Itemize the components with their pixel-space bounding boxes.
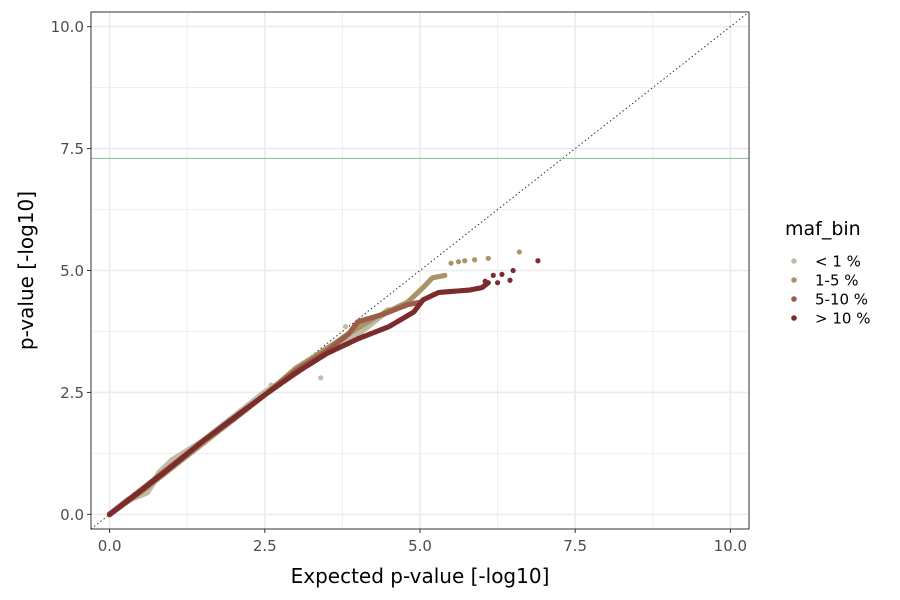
data-point bbox=[516, 249, 522, 255]
data-point bbox=[507, 277, 513, 283]
data-point bbox=[535, 258, 541, 264]
y-tick-label: 5.0 bbox=[60, 262, 84, 280]
data-point bbox=[482, 278, 488, 284]
y-tick-label: 0.0 bbox=[60, 506, 84, 524]
legend-title: maf_bin bbox=[785, 218, 861, 240]
y-axis-title: p-value [-log10] bbox=[14, 191, 38, 350]
legend-key bbox=[791, 315, 797, 321]
series-4 bbox=[107, 258, 541, 517]
data-point bbox=[318, 375, 324, 381]
data-point bbox=[442, 272, 448, 278]
data-points bbox=[106, 249, 541, 518]
legend: maf_bin < 1 %1-5 %5-10 %> 10 % bbox=[785, 218, 870, 328]
x-tick-label: 10.0 bbox=[714, 537, 747, 555]
y-tick-label: 2.5 bbox=[60, 384, 84, 402]
y-tick-label: 10.0 bbox=[51, 18, 84, 36]
y-tick-label: 7.5 bbox=[60, 140, 84, 158]
x-tick-label: 7.5 bbox=[563, 537, 587, 555]
x-axis-title: Expected p-value [-log10] bbox=[291, 564, 550, 588]
x-tick-label: 5.0 bbox=[408, 537, 432, 555]
data-point bbox=[455, 259, 462, 265]
legend-key bbox=[791, 296, 797, 302]
data-point bbox=[490, 272, 496, 278]
data-point bbox=[342, 323, 349, 330]
reference-lines bbox=[90, 11, 750, 530]
x-tick-label: 0.0 bbox=[98, 537, 122, 555]
data-point bbox=[448, 260, 454, 266]
legend-label: > 10 % bbox=[815, 310, 870, 328]
x-tick-label: 2.5 bbox=[253, 537, 277, 555]
data-point bbox=[472, 257, 478, 263]
legend-key bbox=[791, 277, 797, 283]
grid-lines bbox=[91, 12, 749, 529]
legend-label: 1-5 % bbox=[815, 272, 859, 290]
data-point bbox=[494, 280, 501, 286]
data-point bbox=[462, 258, 468, 264]
legend-label: 5-10 % bbox=[815, 291, 868, 309]
data-point bbox=[485, 255, 491, 261]
data-point bbox=[499, 271, 505, 278]
expected-diagonal-line bbox=[90, 11, 750, 530]
y-axis-ticks: 0.0 2.5 5.0 7.5 10.0 bbox=[51, 18, 91, 524]
legend-label: < 1 % bbox=[815, 253, 861, 271]
x-axis-ticks: 0.0 2.5 5.0 7.5 10.0 bbox=[98, 529, 747, 555]
data-point bbox=[510, 267, 516, 274]
legend-key bbox=[791, 258, 797, 264]
